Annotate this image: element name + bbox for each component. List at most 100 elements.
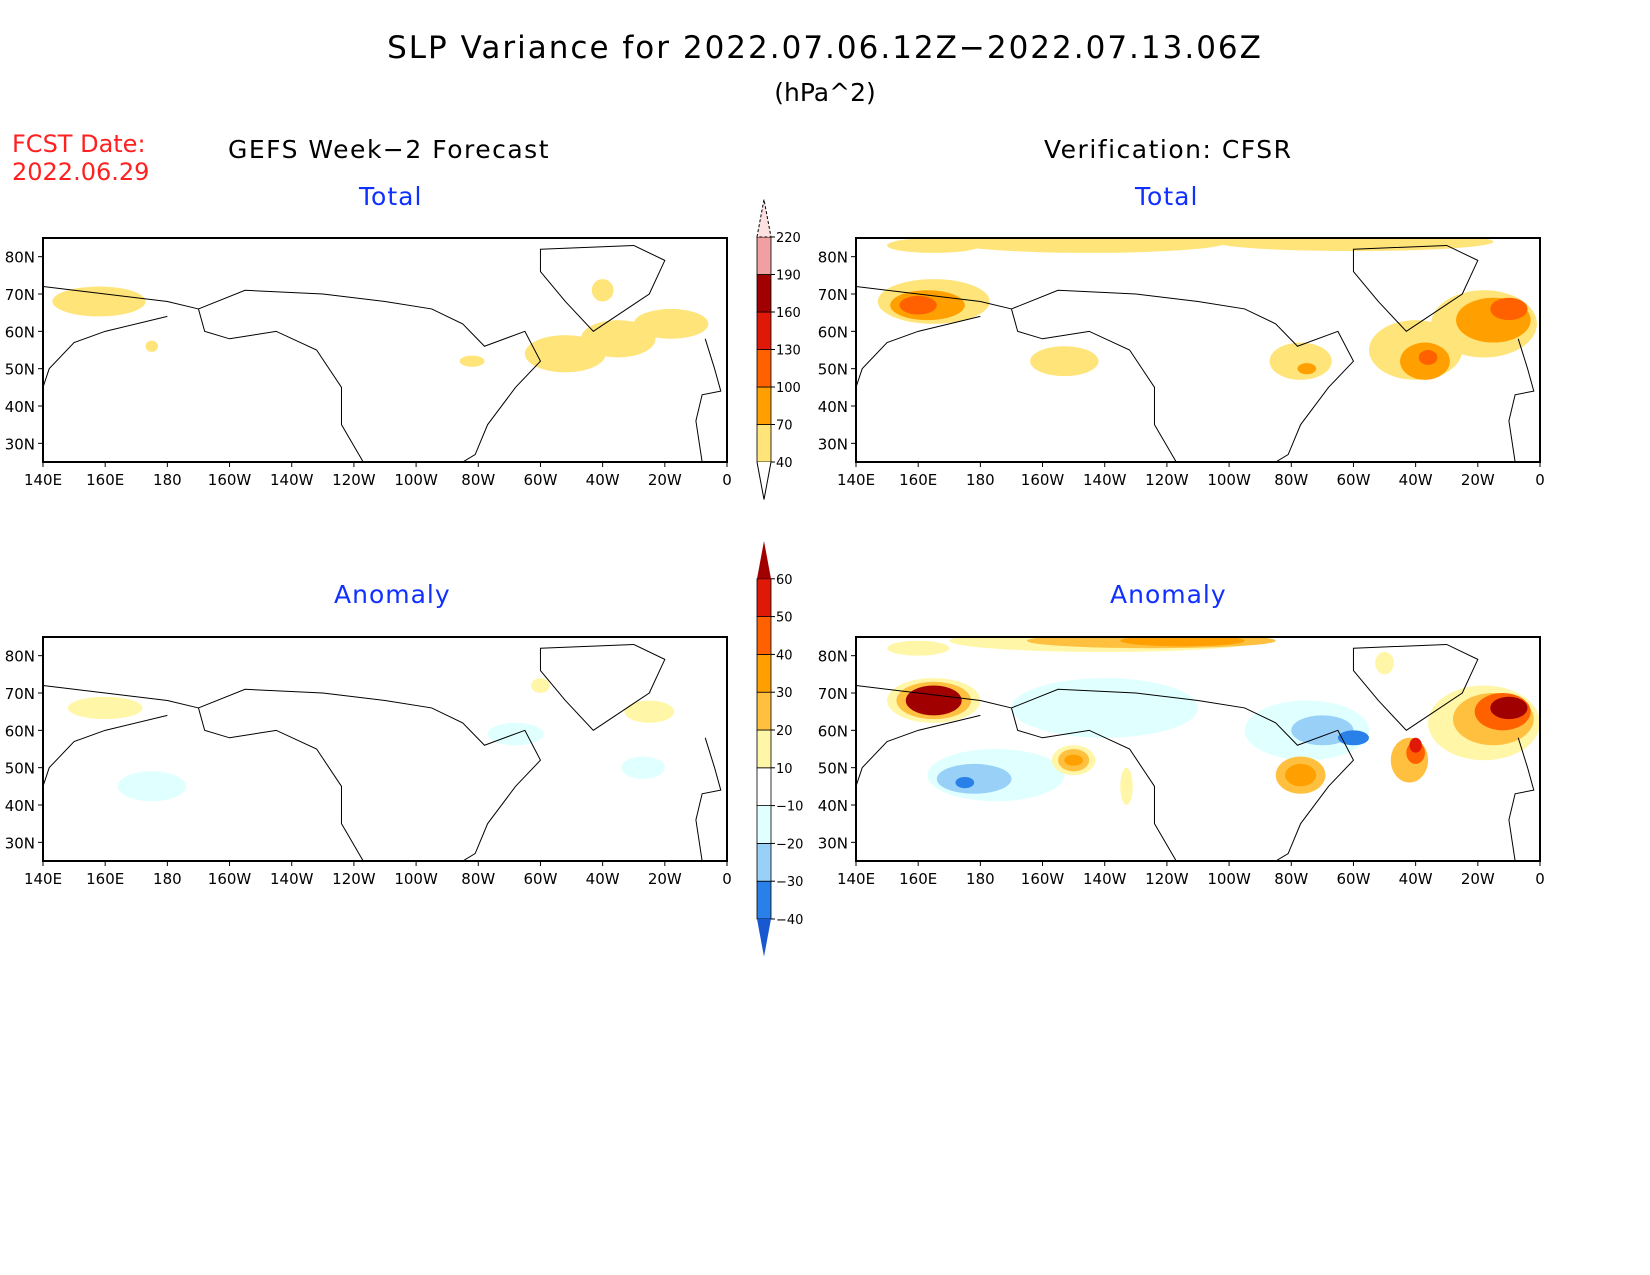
colorbar-label: 160 [776,306,801,321]
lon-label: 160E [86,471,124,489]
lat-label: 70N [818,286,848,304]
europe-coast [1508,737,1535,861]
lon-label: 120W [332,471,376,489]
lon-label: 120W [1145,471,1189,489]
colorbar-label: −30 [776,875,803,890]
lon-label: 100W [394,870,438,888]
colorbar-segment [756,236,772,275]
cfsr-total-title: Total [1135,182,1199,211]
contour-region [936,763,1012,794]
colorbar-segment [756,767,772,806]
contour-region [887,238,981,253]
fcst-date-value: 2022.06.29 [12,158,150,186]
contour-region [1375,651,1394,675]
forecast_anomaly-panel: 80N 70N 60N 50N 40N 30N 140E 160E 180 160W 140W 120… [5,636,732,888]
lat-label: 70N [5,685,35,703]
lon-label: 20W [1461,471,1495,489]
lat-label: 80N [5,648,35,666]
contour-region [633,308,709,339]
lat-label: 50N [5,361,35,379]
colorbar-segment [756,691,772,731]
colorbar-bottom-triangle [756,461,772,500]
lat-label: 30N [5,834,35,852]
cfsr_total-frame [855,237,1541,463]
cfsr_anomaly-frame [855,636,1541,862]
lat-label: 80N [5,249,35,267]
lon-label: 180 [966,870,995,888]
colorbar-label: −10 [776,800,803,815]
lon-label: 0 [722,471,732,489]
colorbar-label: 20 [776,724,793,739]
europe-coast [695,737,722,861]
lat-label: 40N [5,797,35,815]
lat-label: 50N [818,760,848,778]
lon-label: 40W [1399,870,1433,888]
asia-coast [856,286,1012,388]
contour-region [591,279,614,302]
lon-label: 100W [394,471,438,489]
contour-region [52,286,146,317]
colorbar-segment [756,578,772,617]
contour-region [1490,297,1528,321]
contour-region [955,777,975,789]
colorbar-bottom-triangle [757,919,771,957]
colorbar-label: 30 [776,686,793,701]
lon-label: 140W [1083,471,1127,489]
contour-region [67,696,143,720]
colorbar-segment [756,274,772,313]
cfsr_anomaly-panel: 80N 70N 60N 50N 40N 30N 140E 160E 180 160W 140W 120… [818,636,1545,888]
contour-region [1285,763,1317,787]
lat-label: 40N [818,398,848,416]
verification-header: Verification: CFSR [1044,135,1293,164]
lon-label: 80W [1274,471,1308,489]
coastlines [43,643,722,861]
forecast-total-title: Total [359,182,423,211]
colorbar-top-triangle [757,541,771,579]
lon-label: 80W [461,471,495,489]
contour-region [1030,346,1099,377]
colorbar-segment [756,805,772,844]
lon-label: 40W [586,870,620,888]
lon-label: 160E [899,870,937,888]
contour-region [459,355,485,367]
colorbar-label: 70 [776,419,793,434]
forecast_anomaly-frame [42,636,728,862]
lon-label: 160W [208,471,252,489]
north-america-coast [197,688,542,861]
contour-region [1337,730,1370,746]
lon-label: 140E [837,870,875,888]
colorbar-segment [756,880,772,920]
lat-label: 60N [5,722,35,740]
north-america-coast [1010,688,1355,861]
europe-coast [695,338,722,462]
forecast_total-panel: 80N 70N 60N 50N 40N 30N 140E 160E 180 160W 140W 120… [5,237,732,489]
colorbar-segment [756,616,772,655]
asia-coast [43,685,199,787]
contour-region [621,756,665,779]
lat-label: 40N [5,398,35,416]
lon-label: 100W [1207,471,1251,489]
lon-label: 100W [1207,870,1251,888]
contour-region [1269,342,1332,380]
colorbar-label: 40 [776,648,793,663]
greenland-coast [539,244,666,332]
lon-label: 160E [899,471,937,489]
lat-label: 80N [818,249,848,267]
lon-label: 60W [523,471,557,489]
figure-title: SLP Variance for 2022.07.06.12Z−2022.07.… [387,30,1263,66]
lon-label: 140W [270,870,314,888]
colorbar-label: −40 [776,913,803,928]
lon-label: 60W [1336,471,1370,489]
colorbar-label: 50 [776,611,793,626]
colorbar-label: 40 [776,456,793,471]
lon-label: 180 [153,471,182,489]
lon-label: 160W [1021,471,1065,489]
contour-region [1213,238,1494,252]
lon-label: 0 [1535,870,1545,888]
contour-region [899,295,937,315]
contour-region [1120,637,1245,647]
lon-label: 120W [332,870,376,888]
colorbar-label: 190 [776,269,801,284]
